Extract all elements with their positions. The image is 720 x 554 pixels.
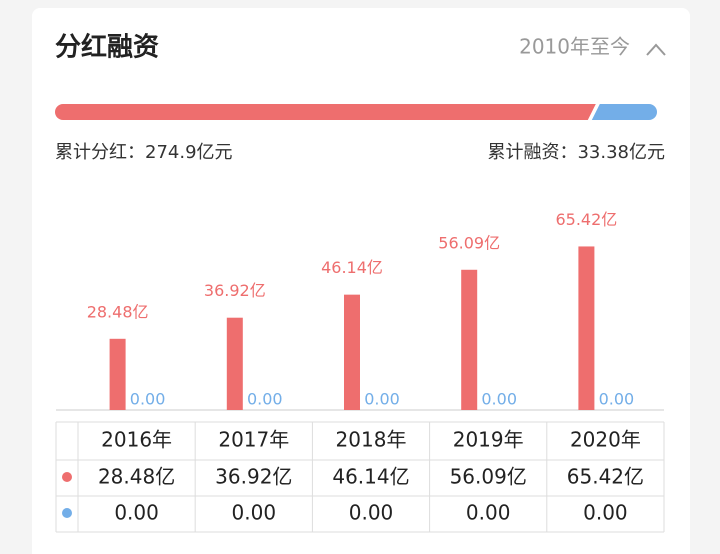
table-cell: 36.92亿 [215, 465, 292, 489]
summary-financing: 累计融资：33.38亿元 [487, 142, 665, 163]
bar [461, 269, 478, 410]
bar-value-label: 0.00 [364, 390, 400, 409]
table-cell: 0.00 [349, 501, 394, 525]
table-cell: 0.00 [114, 501, 159, 525]
table-header: 2018年 [336, 428, 407, 452]
table-cell: 46.14亿 [332, 465, 409, 489]
bar-value-label: 0.00 [599, 390, 635, 409]
summary-bar-financing [591, 104, 657, 120]
bar-value-label: 65.42亿 [555, 210, 617, 229]
table-header: 2017年 [218, 428, 289, 452]
table-header: 2016年 [101, 428, 172, 452]
bar-value-label: 0.00 [247, 390, 283, 409]
table-cell: 65.42亿 [567, 465, 644, 489]
table-cell: 0.00 [232, 501, 277, 525]
bar [578, 246, 595, 410]
bar-value-label: 0.00 [481, 390, 517, 409]
bar-value-label: 28.48亿 [87, 302, 149, 321]
bar-value-label: 0.00 [130, 390, 166, 409]
bar [344, 294, 360, 410]
table-series-dot [62, 508, 72, 518]
summary-bar-dividend [55, 104, 596, 120]
table-series-dot [62, 472, 72, 482]
bar [226, 317, 243, 410]
table-header: 2020年 [570, 428, 641, 452]
table-header: 2019年 [453, 428, 524, 452]
card [32, 8, 690, 554]
period-selector[interactable]: 2010年至今 [519, 35, 630, 59]
bar-value-label: 36.92亿 [204, 281, 266, 300]
table-cell: 28.48亿 [98, 465, 175, 489]
bar-value-label: 56.09亿 [438, 233, 500, 252]
card-title: 分红融资 [55, 32, 159, 63]
bar [109, 338, 126, 410]
bar-value-label: 46.14亿 [321, 258, 383, 277]
table-cell: 56.09亿 [450, 465, 527, 489]
table-cell: 0.00 [583, 501, 628, 525]
summary-dividend: 累计分红：274.9亿元 [55, 142, 233, 163]
table-cell: 0.00 [466, 501, 511, 525]
collapse-chevron[interactable] [646, 43, 666, 56]
